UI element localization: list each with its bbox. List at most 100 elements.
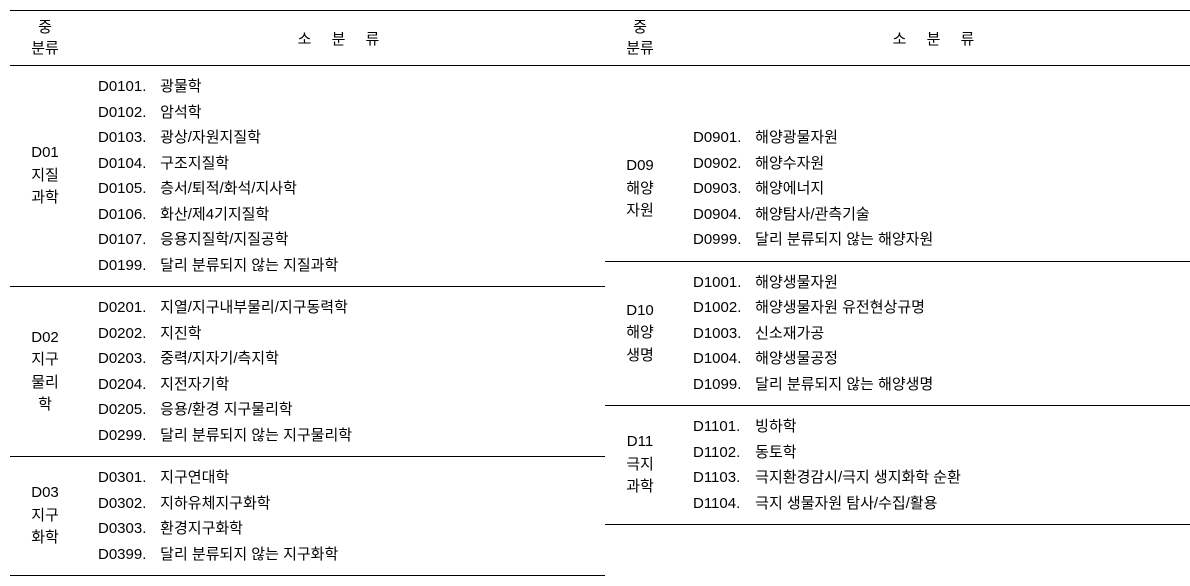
header-sub-right: 소 분 류 xyxy=(675,11,1190,66)
major-category-d03: D03지구화학 xyxy=(10,457,80,576)
sub-item: D0301. 지구연대학 xyxy=(98,465,595,491)
sub-item: D0201. 지열/지구내부물리/지구동력학 xyxy=(98,295,595,321)
sub-item: D1003. 신소재가공 xyxy=(693,321,1190,347)
sub-item-text: 층서/퇴적/화석/지사학 xyxy=(156,180,297,197)
sub-item: D1101. 빙하학 xyxy=(693,414,1190,440)
sub-item-code: D0299. xyxy=(98,423,156,449)
sub-item-code: D0107. xyxy=(98,227,156,253)
sub-item: D0904. 해양탐사/관측기술 xyxy=(693,202,1190,228)
table-body: D01지질과학D0101. 광물학D0102. 암석학D0103. 광상/자원지… xyxy=(10,66,1190,577)
table-row: D03지구화학D0301. 지구연대학D0302. 지하유체지구화학D0303.… xyxy=(10,457,605,576)
sub-item-text: 구조지질학 xyxy=(156,155,229,172)
sub-item-code: D0104. xyxy=(98,151,156,177)
sub-item-text: 응용/환경 지구물리학 xyxy=(156,401,293,418)
table-row: D11극지과학D1101. 빙하학D1102. 동토학D1103. 극지환경감시… xyxy=(605,406,1190,525)
sub-item-code: D0301. xyxy=(98,465,156,491)
sub-item-code: D0302. xyxy=(98,491,156,517)
sub-item-code: D0203. xyxy=(98,346,156,372)
sub-item: D0106. 화산/제4기지질학 xyxy=(98,202,595,228)
major-code: D11 xyxy=(615,431,665,454)
sub-item-text: 지하유체지구화학 xyxy=(156,495,271,512)
major-code: D03 xyxy=(20,482,70,505)
sub-item-code: D1001. xyxy=(693,270,751,296)
major-category-d01: D01지질과학 xyxy=(10,66,80,287)
sub-item-code: D0105. xyxy=(98,176,156,202)
major-label: 학 xyxy=(20,394,70,417)
sub-item: D1102. 동토학 xyxy=(693,440,1190,466)
major-label: 지구 xyxy=(20,349,70,372)
header-major-left: 중분류 xyxy=(10,11,80,66)
header-major-right: 중분류 xyxy=(605,11,675,66)
sub-item-text: 신소재가공 xyxy=(751,325,824,342)
sub-item-text: 광물학 xyxy=(156,78,202,95)
sub-item: D0101. 광물학 xyxy=(98,74,595,100)
sub-item-code: D0102. xyxy=(98,100,156,126)
right-inner-table: D09해양자원D0901. 해양광물자원D0902. 해양수자원D0903. 해… xyxy=(605,117,1190,525)
sub-item-code: D0101. xyxy=(98,74,156,100)
major-label: 지구 xyxy=(20,505,70,528)
sub-list-d02: D0201. 지열/지구내부물리/지구동력학D0202. 지진학D0203. 중… xyxy=(80,287,605,457)
sub-item-code: D0202. xyxy=(98,321,156,347)
table-row: D01지질과학D0101. 광물학D0102. 암석학D0103. 광상/자원지… xyxy=(10,66,605,287)
sub-item: D0105. 층서/퇴적/화석/지사학 xyxy=(98,176,595,202)
sub-item-code: D1102. xyxy=(693,440,751,466)
sub-item-text: 달리 분류되지 않는 해양생명 xyxy=(751,376,933,393)
sub-item-text: 동토학 xyxy=(751,444,797,461)
header-sub-left: 소 분 류 xyxy=(80,11,605,66)
sub-item-text: 해양탐사/관측기술 xyxy=(751,206,870,223)
sub-item: D1002. 해양생물자원 유전현상규명 xyxy=(693,295,1190,321)
major-category-d11: D11극지과학 xyxy=(605,406,675,525)
major-category-d02: D02지구물리학 xyxy=(10,287,80,457)
sub-item-text: 지진학 xyxy=(156,325,202,342)
sub-item-text: 지전자기학 xyxy=(156,376,229,393)
sub-list-d09: D0901. 해양광물자원D0902. 해양수자원D0903. 해양에너지D09… xyxy=(675,117,1190,261)
sub-item-text: 환경지구화학 xyxy=(156,520,243,537)
sub-item-code: D1004. xyxy=(693,346,751,372)
major-label: 화학 xyxy=(20,527,70,550)
sub-item-code: D0399. xyxy=(98,542,156,568)
table-head: 중분류 소 분 류 중분류 소 분 류 xyxy=(10,11,1190,66)
left-inner-table: D01지질과학D0101. 광물학D0102. 암석학D0103. 광상/자원지… xyxy=(10,66,605,576)
sub-item-code: D0106. xyxy=(98,202,156,228)
sub-item: D0107. 응용지질학/지질공학 xyxy=(98,227,595,253)
right-panel: D09해양자원D0901. 해양광물자원D0902. 해양수자원D0903. 해… xyxy=(605,66,1190,577)
sub-item: D1103. 극지환경감시/극지 생지화학 순환 xyxy=(693,465,1190,491)
sub-item-code: D0205. xyxy=(98,397,156,423)
sub-item-text: 해양광물자원 xyxy=(751,129,838,146)
sub-item-text: 달리 분류되지 않는 지구물리학 xyxy=(156,427,352,444)
sub-item: D0303. 환경지구화학 xyxy=(98,516,595,542)
major-label: 자원 xyxy=(615,200,665,223)
sub-item-text: 암석학 xyxy=(156,104,202,121)
classification-table: 중분류 소 분 류 중분류 소 분 류 D01지질과학D0101. 광물학D01… xyxy=(10,10,1190,576)
sub-item: D0299. 달리 분류되지 않는 지구물리학 xyxy=(98,423,595,449)
major-label: 지질 xyxy=(20,165,70,188)
major-code: D09 xyxy=(615,155,665,178)
sub-item-text: 달리 분류되지 않는 지구화학 xyxy=(156,546,338,563)
sub-item: D0902. 해양수자원 xyxy=(693,151,1190,177)
sub-item-text: 해양에너지 xyxy=(751,180,824,197)
table-row: D02지구물리학D0201. 지열/지구내부물리/지구동력학D0202. 지진학… xyxy=(10,287,605,457)
sub-item-code: D1003. xyxy=(693,321,751,347)
sub-item: D1099. 달리 분류되지 않는 해양생명 xyxy=(693,372,1190,398)
sub-item: D0102. 암석학 xyxy=(98,100,595,126)
sub-item: D0199. 달리 분류되지 않는 지질과학 xyxy=(98,253,595,279)
sub-item-text: 지구연대학 xyxy=(156,469,229,486)
sub-item-text: 극지 생물자원 탐사/수집/활용 xyxy=(751,495,937,512)
major-label: 물리 xyxy=(20,372,70,395)
major-category-d10: D10해양생명 xyxy=(605,261,675,406)
sub-item: D0302. 지하유체지구화학 xyxy=(98,491,595,517)
sub-list-d10: D1001. 해양생물자원D1002. 해양생물자원 유전현상규명D1003. … xyxy=(675,261,1190,406)
major-category-d09: D09해양자원 xyxy=(605,117,675,261)
sub-item-text: 응용지질학/지질공학 xyxy=(156,231,289,248)
sub-item: D1001. 해양생물자원 xyxy=(693,270,1190,296)
major-code: D02 xyxy=(20,327,70,350)
left-panel: D01지질과학D0101. 광물학D0102. 암석학D0103. 광상/자원지… xyxy=(10,66,605,577)
sub-item-code: D0902. xyxy=(693,151,751,177)
sub-item-code: D0103. xyxy=(98,125,156,151)
sub-item-text: 화산/제4기지질학 xyxy=(156,206,269,223)
major-label: 해양 xyxy=(615,322,665,345)
sub-item-code: D1104. xyxy=(693,491,751,517)
sub-item: D0999. 달리 분류되지 않는 해양자원 xyxy=(693,227,1190,253)
sub-item-code: D1002. xyxy=(693,295,751,321)
sub-item-text: 지열/지구내부물리/지구동력학 xyxy=(156,299,348,316)
